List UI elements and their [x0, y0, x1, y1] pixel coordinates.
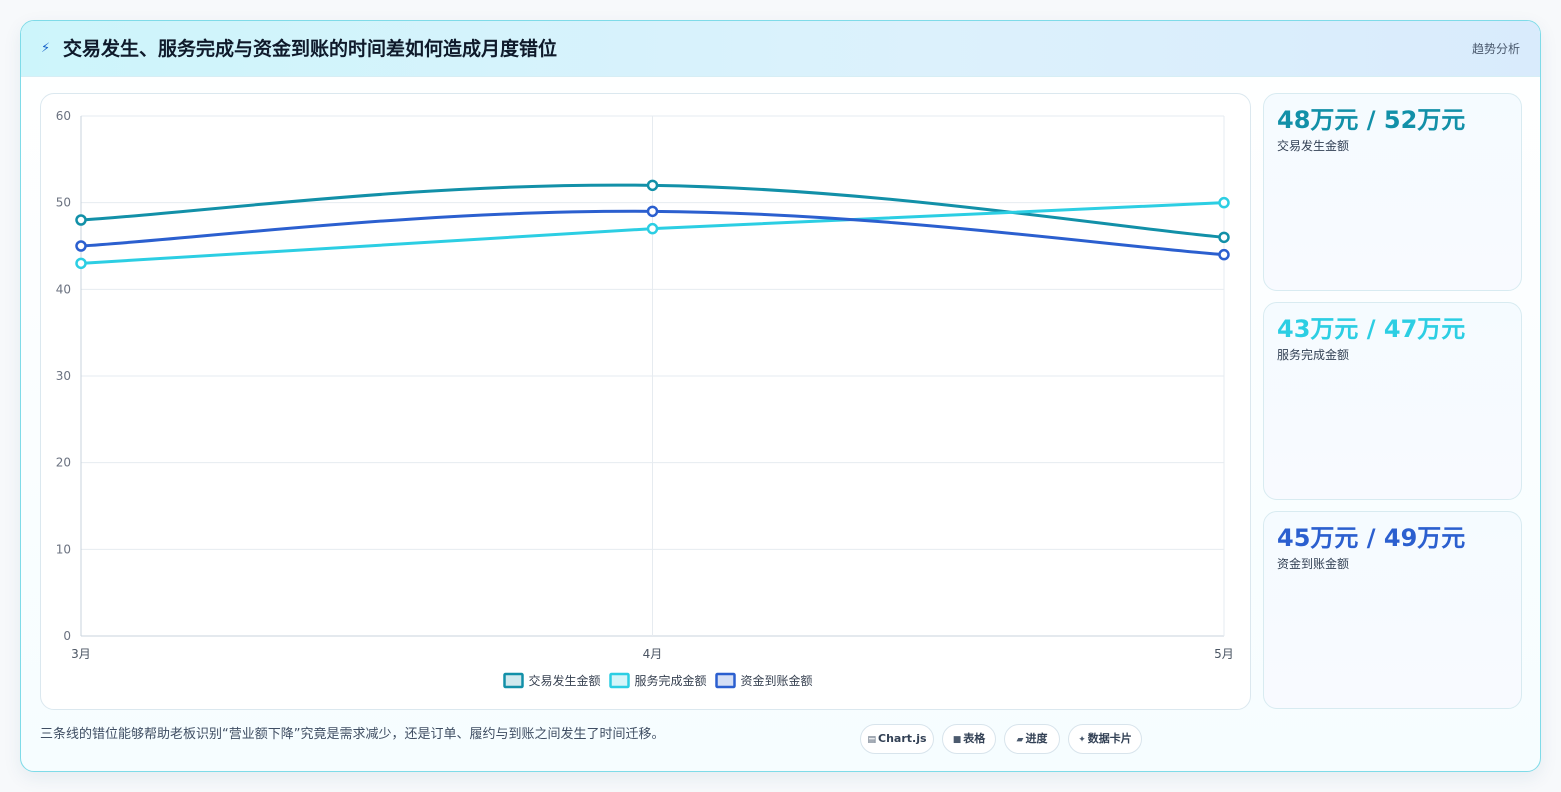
summary-card-funds: 45万元 / 49万元 资金到账金额: [1263, 511, 1522, 709]
x-tick-label: 4月: [643, 647, 663, 661]
y-tick-label: 20: [56, 456, 71, 470]
legend-swatch: [715, 672, 736, 689]
report-card: ⚡ 交易发生、服务完成与资金到账的时间差如何造成月度错位 趋势分析 0 10 20 3…: [20, 20, 1541, 772]
line-chart-panel: 0 10 20 30 40 50 60 3月 4月 5月交易发生金额 服务完成金额 资金到账金额: [40, 93, 1251, 710]
header-tag: 趋势分析: [1471, 42, 1520, 56]
chart-icon: ▤: [867, 735, 876, 745]
data-point: [1218, 196, 1230, 209]
sparkle-icon: ✦: [1078, 735, 1086, 745]
summary-card-label: 交易发生金额: [1277, 139, 1350, 153]
data-point: [646, 222, 659, 235]
tag-label: 表格: [963, 732, 986, 745]
summary-card-value: 45万元 / 49万元: [1277, 524, 1466, 552]
page-title: 交易发生、服务完成与资金到账的时间差如何造成月度错位: [63, 38, 558, 60]
tag-table-button[interactable]: ■ 表格: [942, 724, 996, 754]
summary-card-transaction: 48万元 / 52万元 交易发生金额: [1263, 93, 1522, 291]
data-point: [646, 179, 659, 192]
summary-card-service: 43万元 / 47万元 服务完成金额: [1263, 302, 1522, 500]
tag-progress-button[interactable]: ▰ 进度: [1004, 724, 1060, 754]
summary-card-value: 48万元 / 52万元: [1277, 106, 1466, 134]
data-point: [1218, 231, 1230, 244]
legend-label: 交易发生金额: [529, 673, 601, 688]
y-tick-label: 40: [56, 282, 71, 296]
y-tick-label: 10: [56, 542, 71, 556]
data-point: [75, 214, 87, 226]
data-point: [75, 257, 87, 270]
tag-datacard-button[interactable]: ✦ 数据卡片: [1068, 724, 1142, 754]
y-tick-label: 0: [63, 629, 71, 643]
tag-label: 进度: [1025, 732, 1048, 745]
tag-chartjs-button[interactable]: ▤ Chart.js: [860, 724, 934, 754]
summary-card-value: 43万元 / 47万元: [1277, 315, 1466, 343]
lightning-icon: ⚡: [41, 41, 51, 56]
card-header: ⚡ 交易发生、服务完成与资金到账的时间差如何造成月度错位 趋势分析: [21, 21, 1540, 77]
x-tick-label: 5月: [1214, 647, 1234, 661]
legend-label: 资金到账金额: [741, 673, 813, 688]
x-tick-label: 3月: [71, 647, 91, 661]
legend-swatch: [503, 672, 524, 689]
data-point: [646, 205, 659, 218]
y-tick-label: 50: [56, 196, 71, 210]
footer-note: 三条线的错位能够帮助老板识别“营业额下降”究竟是需求减少，还是订单、履约与到账之…: [40, 727, 665, 742]
summary-card-label: 资金到账金额: [1277, 557, 1350, 571]
tag-label: 数据卡片: [1087, 732, 1132, 745]
data-point: [75, 240, 87, 252]
tag-label: Chart.js: [878, 732, 927, 745]
summary-card-label: 服务完成金额: [1277, 348, 1350, 362]
y-tick-label: 60: [56, 109, 71, 123]
legend-swatch: [609, 672, 630, 689]
progress-icon: ▰: [1016, 735, 1024, 745]
table-icon: ■: [952, 735, 962, 745]
legend-label: 服务完成金额: [635, 673, 707, 688]
data-point: [1218, 248, 1230, 261]
y-tick-label: 30: [56, 369, 71, 383]
